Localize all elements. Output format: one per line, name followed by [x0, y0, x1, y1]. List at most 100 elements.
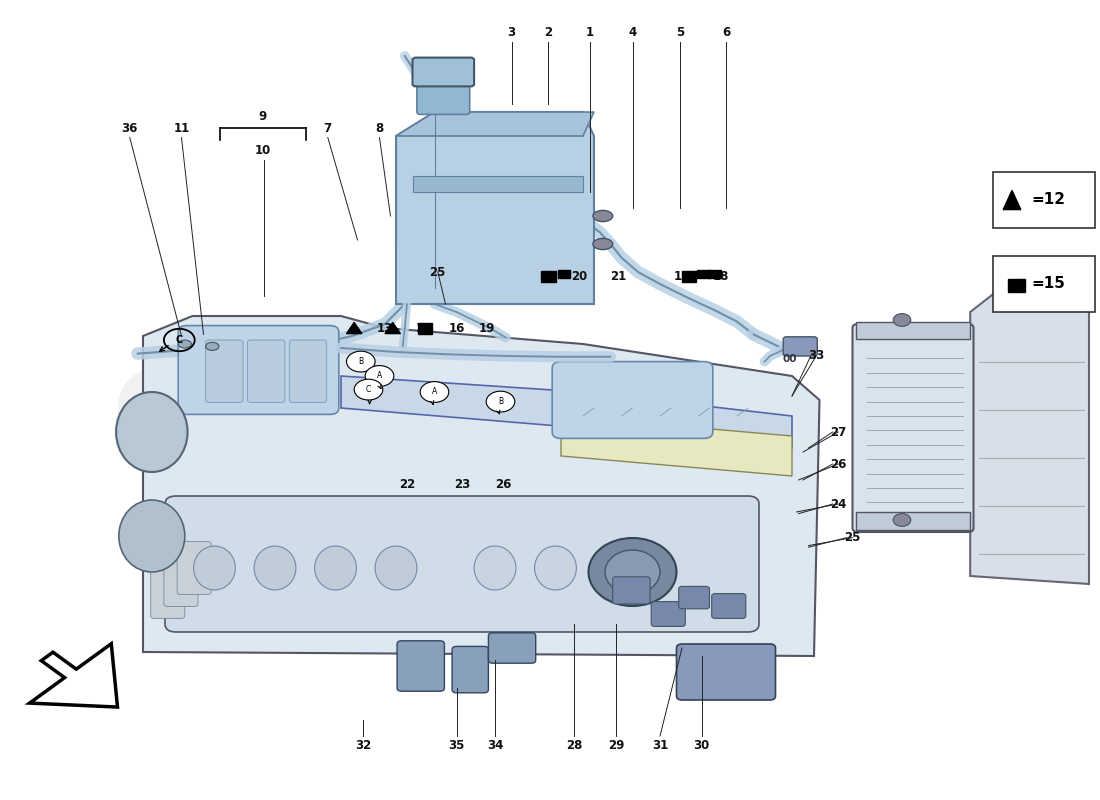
Polygon shape: [970, 288, 1089, 584]
Text: 23: 23: [454, 478, 470, 490]
Text: A: A: [377, 371, 382, 381]
Text: 26: 26: [830, 458, 846, 470]
Polygon shape: [396, 112, 594, 304]
Circle shape: [893, 314, 911, 326]
Circle shape: [420, 382, 449, 402]
Ellipse shape: [595, 546, 637, 590]
Text: B: B: [498, 397, 503, 406]
Text: euroParts: euroParts: [113, 346, 723, 454]
FancyBboxPatch shape: [397, 641, 444, 691]
Text: 34: 34: [487, 739, 503, 752]
Ellipse shape: [254, 546, 296, 590]
Text: 21: 21: [610, 270, 626, 282]
Text: 7: 7: [323, 122, 332, 134]
Polygon shape: [385, 322, 400, 334]
Text: 33: 33: [808, 350, 824, 362]
Text: 20: 20: [572, 270, 587, 282]
Bar: [708, 270, 720, 278]
FancyBboxPatch shape: [417, 78, 470, 114]
Text: 4: 4: [628, 26, 637, 38]
Text: 25: 25: [845, 531, 860, 544]
Text: B: B: [359, 357, 363, 366]
Text: 14: 14: [416, 322, 431, 334]
FancyBboxPatch shape: [289, 340, 327, 402]
Text: 1: 1: [585, 26, 594, 38]
Ellipse shape: [535, 546, 576, 590]
Polygon shape: [396, 112, 594, 136]
Text: =15: =15: [1032, 277, 1066, 291]
Polygon shape: [1003, 190, 1021, 210]
Text: 6: 6: [722, 26, 730, 38]
FancyBboxPatch shape: [178, 326, 339, 414]
Text: 30: 30: [694, 739, 710, 752]
FancyBboxPatch shape: [248, 340, 285, 402]
Ellipse shape: [117, 392, 187, 472]
Text: 5: 5: [675, 26, 684, 38]
Bar: [1008, 279, 1025, 292]
Text: 00: 00: [782, 354, 797, 364]
FancyBboxPatch shape: [552, 362, 713, 438]
Ellipse shape: [119, 500, 185, 572]
FancyBboxPatch shape: [993, 172, 1094, 228]
Bar: [682, 271, 696, 282]
FancyBboxPatch shape: [993, 256, 1094, 312]
Text: 24: 24: [830, 498, 846, 510]
Text: 13: 13: [377, 322, 393, 334]
Text: 32: 32: [355, 739, 371, 752]
FancyBboxPatch shape: [856, 322, 970, 339]
Text: 3: 3: [507, 26, 516, 38]
FancyBboxPatch shape: [488, 633, 536, 663]
Text: 31: 31: [652, 739, 668, 752]
Ellipse shape: [315, 546, 356, 590]
Text: 36: 36: [122, 122, 138, 134]
FancyArrowPatch shape: [160, 346, 168, 351]
Text: 18: 18: [713, 270, 728, 282]
Bar: [541, 271, 556, 282]
FancyBboxPatch shape: [712, 594, 746, 618]
Text: 8: 8: [375, 122, 384, 134]
FancyBboxPatch shape: [164, 554, 198, 606]
Text: 22: 22: [399, 478, 415, 490]
Bar: [697, 270, 710, 278]
Polygon shape: [346, 322, 362, 334]
Text: a passion
for excellence
since 1985: a passion for excellence since 1985: [277, 480, 493, 576]
Ellipse shape: [194, 546, 235, 590]
Bar: [558, 270, 570, 278]
Text: 2: 2: [543, 26, 552, 38]
Text: 27: 27: [830, 426, 846, 438]
Circle shape: [354, 379, 383, 400]
Circle shape: [893, 514, 911, 526]
Polygon shape: [412, 176, 583, 192]
Text: C: C: [366, 385, 371, 394]
Text: 19: 19: [480, 322, 495, 334]
Text: =12: =12: [1032, 193, 1066, 207]
Text: 35: 35: [449, 739, 464, 752]
FancyBboxPatch shape: [412, 58, 474, 86]
Circle shape: [346, 351, 375, 372]
Circle shape: [486, 391, 515, 412]
FancyBboxPatch shape: [206, 340, 243, 402]
FancyBboxPatch shape: [676, 644, 776, 700]
FancyBboxPatch shape: [177, 542, 211, 594]
Text: 28: 28: [566, 739, 582, 752]
Text: C: C: [176, 335, 183, 345]
Ellipse shape: [178, 340, 191, 348]
FancyBboxPatch shape: [452, 646, 488, 693]
Polygon shape: [143, 316, 820, 656]
Text: 29: 29: [608, 739, 624, 752]
FancyBboxPatch shape: [852, 324, 974, 532]
Text: 16: 16: [449, 322, 464, 334]
Ellipse shape: [375, 546, 417, 590]
FancyBboxPatch shape: [679, 586, 710, 609]
Ellipse shape: [474, 546, 516, 590]
FancyBboxPatch shape: [165, 496, 759, 632]
Text: 26: 26: [496, 478, 512, 490]
FancyBboxPatch shape: [151, 566, 185, 618]
Ellipse shape: [588, 538, 676, 606]
FancyBboxPatch shape: [783, 337, 817, 356]
FancyBboxPatch shape: [613, 577, 650, 604]
Text: A: A: [432, 387, 437, 397]
FancyBboxPatch shape: [651, 602, 685, 626]
Polygon shape: [30, 644, 118, 707]
Ellipse shape: [206, 342, 219, 350]
